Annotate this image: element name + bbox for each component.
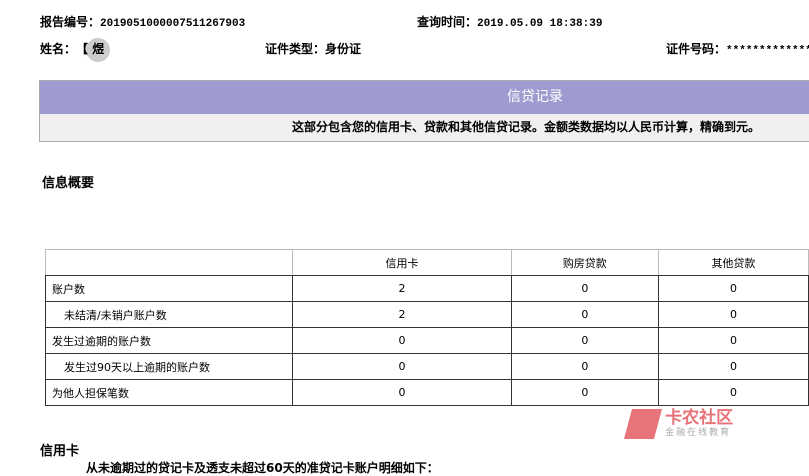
name-label: 姓名： (40, 42, 77, 56)
cell: 0 (510, 353, 659, 380)
row-label: 发生过逾期的账户数 (44, 327, 294, 354)
row-label: 账户数 (44, 275, 294, 302)
cell: 0 (292, 353, 512, 380)
watermark-logo: 卡农社区 金融在线教育 (623, 408, 734, 439)
credit-record-banner: 信贷记录 这部分包含您的信用卡、贷款和其他信贷记录。金额类数据均以人民币计算，精… (39, 80, 809, 142)
query-time: 2019.05.09 18:38:39 (477, 18, 603, 30)
cell: 0 (657, 301, 809, 328)
name-field: 姓名： 【 煜 (40, 40, 104, 57)
row-label: 发生过90天以上逾期的账户数 (44, 353, 294, 380)
table-row: 发生过逾期的账户数 0 0 0 (44, 327, 809, 354)
cell: 0 (510, 379, 659, 406)
table-row: 发生过90天以上逾期的账户数 0 0 0 (44, 353, 809, 380)
query-time-field: 查询时间： 2019.05.09 18:38:39 (417, 13, 602, 30)
summary-title: 信息概要 (42, 176, 95, 191)
col-header (44, 249, 294, 276)
cell: 0 (510, 301, 659, 328)
table-row: 为他人担保笔数 0 0 0 (44, 379, 809, 406)
report-no-label: 报告编号： (40, 15, 101, 29)
col-header: 信用卡 (292, 249, 512, 276)
cell: 0 (657, 353, 809, 380)
col-header: 其他贷款 (657, 249, 809, 276)
report-no-field: 报告编号： 2019051000007511267903 (40, 13, 245, 30)
table-row: 账户数 2 0 0 (44, 275, 809, 302)
cell: 2 (292, 275, 512, 302)
row-label: 为他人担保笔数 (44, 379, 294, 406)
cell: 2 (292, 301, 512, 328)
table-header: 信用卡 购房贷款 其他贷款 (44, 249, 809, 276)
id-type: 身份证 (325, 42, 362, 56)
logo-mark-icon (623, 409, 663, 439)
summary-table: 信用卡 购房贷款 其他贷款 账户数 2 0 0 未结清/未销户账户数 2 0 0 发生过逾期… (44, 249, 809, 406)
cell: 0 (292, 327, 512, 354)
cell: 0 (657, 379, 809, 406)
row-label: 未结清/未销户账户数 (44, 301, 294, 328)
report-no: 2019051000007511267903 (100, 18, 246, 30)
id-no-field: 证件号码： ************** (666, 40, 809, 57)
table-row: 未结清/未销户账户数 2 0 0 (44, 301, 809, 328)
cell: 0 (510, 327, 659, 354)
cell: 0 (510, 275, 659, 302)
credit-card-title: 信用卡 (40, 444, 80, 459)
credit-card-note: 从未逾期过的贷记卡及透支未超过60天的准贷记卡账户明细如下： (86, 461, 439, 475)
section-desc: 这部分包含您的信用卡、贷款和其他信贷记录。金额类数据均以人民币计算，精确到元。 (40, 114, 809, 141)
query-time-label: 查询时间： (417, 15, 478, 29)
id-no: ************** (726, 45, 809, 57)
name: 【 煜 (76, 42, 105, 56)
watermark-brand: 卡农社区 (665, 408, 734, 428)
id-type-label: 证件类型： (265, 42, 326, 56)
watermark-sub: 金融在线教育 (665, 428, 732, 438)
col-header: 购房贷款 (510, 249, 659, 276)
cell: 0 (657, 275, 809, 302)
section-title: 信贷记录 (40, 81, 809, 114)
cell: 0 (657, 327, 809, 354)
id-no-label: 证件号码： (666, 42, 727, 56)
name-redaction (86, 38, 110, 62)
id-type-field: 证件类型： 身份证 (265, 40, 361, 57)
cell: 0 (292, 379, 512, 406)
